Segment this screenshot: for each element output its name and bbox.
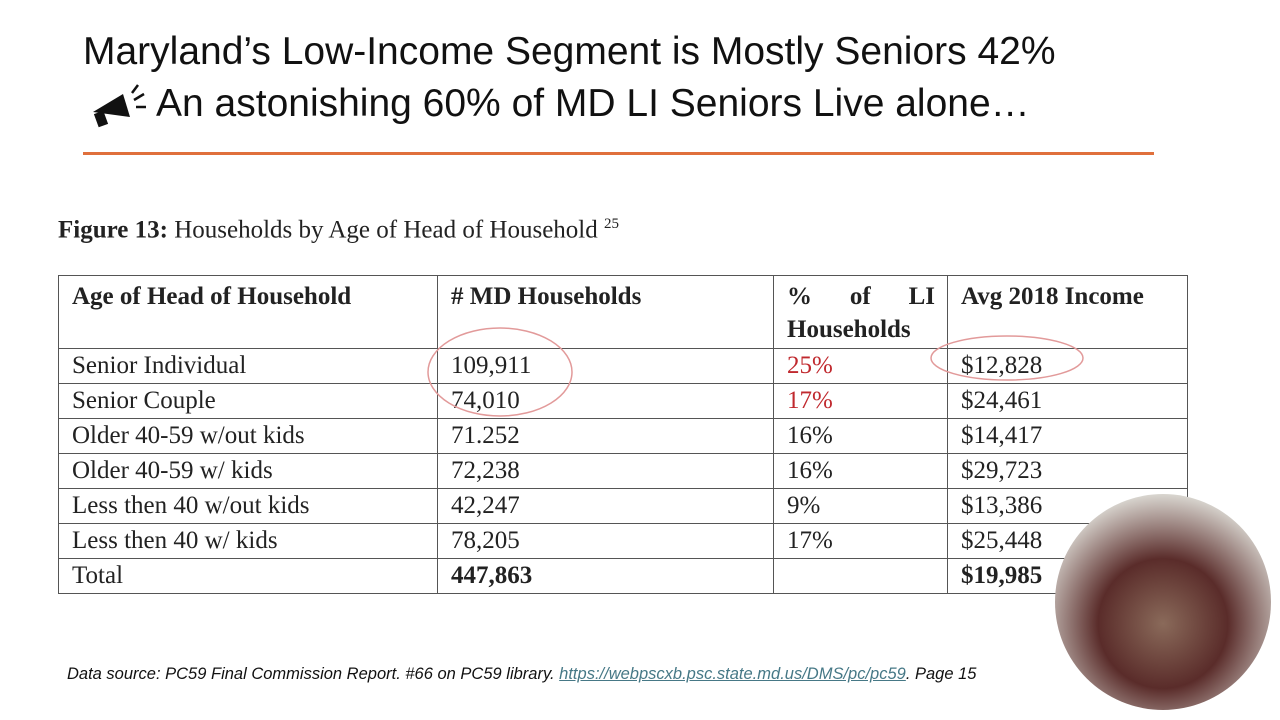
cell: $19,985 [947, 558, 1188, 594]
table: Age of Head of Household # MD Households%… [58, 275, 1188, 594]
cell: 16% [773, 418, 948, 454]
cell: Total [58, 558, 438, 594]
title-rule [83, 152, 1154, 155]
cell: Older 40-59 w/out kids [58, 418, 438, 454]
cell: Less then 40 w/out kids [58, 488, 438, 524]
cell: 9% [773, 488, 948, 524]
row: Older 40-59 w/ kids 72,238 16% $29,723 [58, 453, 1188, 489]
header-cell: # MD Households [437, 275, 774, 349]
header-cell: Age of Head of Household [58, 275, 438, 349]
cell: 17% [773, 383, 948, 419]
source-link[interactable]: https://webpscxb.psc.state.md.us/DMS/pc/… [559, 665, 906, 683]
cell: $12,828 [947, 348, 1188, 384]
figure-caption: Figure 13: Households by Age of Head of … [58, 216, 619, 244]
row: Less then 40 w/ kids 78,205 17% $25,448 [58, 523, 1188, 559]
figure-label: Figure 13: [58, 216, 168, 244]
cell: 109,911 [437, 348, 774, 384]
cell: 72,238 [437, 453, 774, 489]
cell: 42,247 [437, 488, 774, 524]
title-line: An astonishing 60% of MD LI Seniors Live… [156, 82, 1030, 125]
cell: Less then 40 w/ kids [58, 523, 438, 559]
footnote: 25 [604, 216, 619, 232]
source-text: Data source: PC59 Final Commission Repor… [67, 665, 555, 683]
cell: 25% [773, 348, 948, 384]
cell [773, 558, 948, 594]
header-row: Age of Head of Household # MD Households%… [58, 275, 1188, 349]
source-text: . Page 15 [905, 665, 977, 683]
cell: $25,448 [947, 523, 1188, 559]
megaphone-icon [93, 84, 146, 128]
source-note: Data source: PC59 Final Commission Repor… [67, 665, 976, 684]
cell: 74,010 [437, 383, 774, 419]
cell: Senior Couple [58, 383, 438, 419]
row: Older 40-59 w/out kids 71.252 16% $14,417 [58, 418, 1188, 454]
title-line: Maryland’s Low-Income Segment is Mostly … [83, 30, 1056, 73]
header-cell: % of LI Households [773, 275, 948, 349]
cell: 447,863 [437, 558, 774, 594]
caption: Households by Age of Head of Household [174, 216, 598, 244]
cell: 16% [773, 453, 948, 489]
row: Senior Couple 74,010 17% $24,461 [58, 383, 1188, 419]
cell: $14,417 [947, 418, 1188, 454]
header-cell: Avg 2018 Income [947, 275, 1188, 349]
cell: 78,205 [437, 523, 774, 559]
cell: Older 40-59 w/ kids [58, 453, 438, 489]
cell: Senior Individual [58, 348, 438, 384]
cell: $24,461 [947, 383, 1188, 419]
total-row: Total 447,863 $19,985 [58, 558, 1188, 594]
cell: $29,723 [947, 453, 1188, 489]
cell: $13,386 [947, 488, 1188, 524]
cell: 17% [773, 523, 948, 559]
row: Less then 40 w/out kids 42,247 9% $13,386 [58, 488, 1188, 524]
cell: 71.252 [437, 418, 774, 454]
row: Senior Individual 109,911 25% $12,828 [58, 348, 1188, 384]
